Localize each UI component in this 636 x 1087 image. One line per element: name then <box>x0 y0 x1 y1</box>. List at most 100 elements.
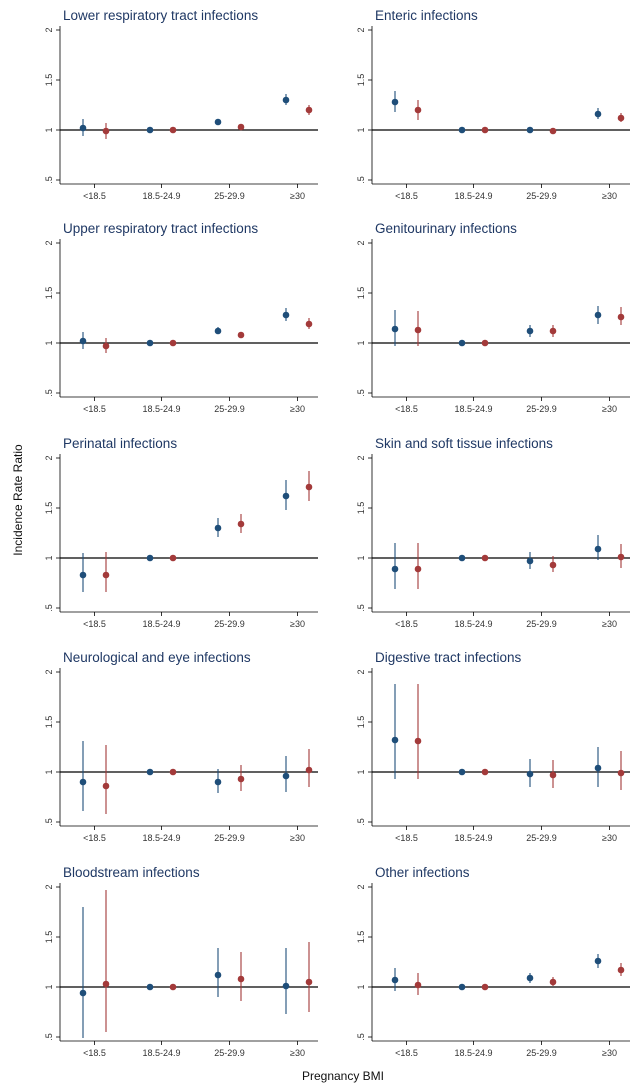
point-estimate <box>414 326 422 334</box>
panel-title: Lower respiratory tract infections <box>63 8 258 23</box>
x-tick-label: 25-29.9 <box>214 191 245 201</box>
y-tick-label: .5 <box>44 1033 54 1041</box>
point-estimate <box>237 775 245 783</box>
point-estimate <box>146 983 154 991</box>
x-tick-label: 25-29.9 <box>214 1048 245 1058</box>
y-tick-label: 2 <box>44 240 54 245</box>
point-estimate <box>391 565 399 573</box>
point-estimate <box>526 126 534 134</box>
x-tick-label: 18.5-24.9 <box>142 1048 180 1058</box>
point-estimate <box>481 768 489 776</box>
y-tick-label: .5 <box>44 604 54 612</box>
y-tick-label: .5 <box>44 818 54 826</box>
point-estimate <box>214 971 222 979</box>
point-estimate <box>305 978 313 986</box>
point-estimate <box>526 327 534 335</box>
point-estimate <box>391 325 399 333</box>
point-estimate <box>305 483 313 491</box>
x-tick-label: <18.5 <box>83 833 106 843</box>
x-tick-label: 18.5-24.9 <box>142 619 180 629</box>
y-tick-label: 1 <box>44 555 54 560</box>
point-estimate <box>594 957 602 965</box>
y-tick-label: 1 <box>44 127 54 132</box>
point-estimate <box>79 124 87 132</box>
chart-panel: Upper respiratory tract infections21.51.… <box>44 221 318 414</box>
point-estimate <box>146 554 154 562</box>
point-estimate <box>391 98 399 106</box>
point-estimate <box>102 980 110 988</box>
point-estimate <box>526 557 534 565</box>
y-tick-label: 2 <box>356 240 366 245</box>
y-tick-label: 1 <box>356 127 366 132</box>
y-tick-label: 1 <box>356 769 366 774</box>
x-tick-label: ≥30 <box>602 619 617 629</box>
chart-panel: Lower respiratory tract infections21.51.… <box>44 8 318 201</box>
y-tick-label: 2 <box>44 455 54 460</box>
y-tick-label: 1 <box>44 769 54 774</box>
y-tick-label: .5 <box>356 176 366 184</box>
y-tick-label: .5 <box>44 389 54 397</box>
y-tick-label: 2 <box>356 455 366 460</box>
point-estimate <box>146 768 154 776</box>
point-estimate <box>414 981 422 989</box>
x-tick-label: ≥30 <box>602 404 617 414</box>
panel-title: Perinatal infections <box>63 436 177 451</box>
point-estimate <box>594 545 602 553</box>
x-axis-title: Pregnancy BMI <box>302 1069 384 1083</box>
x-tick-label: <18.5 <box>83 404 106 414</box>
x-tick-label: ≥30 <box>602 1048 617 1058</box>
panel-title: Bloodstream infections <box>63 865 200 880</box>
x-tick-label: <18.5 <box>395 833 418 843</box>
x-tick-label: <18.5 <box>83 1048 106 1058</box>
point-estimate <box>79 337 87 345</box>
point-estimate <box>414 737 422 745</box>
panels-container: Lower respiratory tract infections21.51.… <box>44 8 630 1058</box>
y-tick-label: 1.5 <box>44 931 54 944</box>
y-tick-label: 1 <box>356 555 366 560</box>
x-tick-label: 18.5-24.9 <box>142 191 180 201</box>
point-estimate <box>79 571 87 579</box>
point-estimate <box>617 769 625 777</box>
point-estimate <box>305 766 313 774</box>
point-estimate <box>549 127 557 135</box>
point-estimate <box>391 976 399 984</box>
point-estimate <box>549 561 557 569</box>
y-tick-label: .5 <box>356 1033 366 1041</box>
y-tick-label: 1 <box>356 984 366 989</box>
point-estimate <box>594 110 602 118</box>
point-estimate <box>282 772 290 780</box>
point-estimate <box>458 554 466 562</box>
point-estimate <box>237 975 245 983</box>
point-estimate <box>282 96 290 104</box>
x-tick-label: 25-29.9 <box>214 619 245 629</box>
x-tick-label: 18.5-24.9 <box>454 404 492 414</box>
y-tick-label: .5 <box>356 818 366 826</box>
y-tick-label: 1.5 <box>44 287 54 300</box>
y-tick-label: 1.5 <box>356 74 366 87</box>
panel-title: Genitourinary infections <box>375 221 517 236</box>
point-estimate <box>146 126 154 134</box>
x-tick-label: 25-29.9 <box>526 404 557 414</box>
panel-title: Skin and soft tissue infections <box>375 436 553 451</box>
y-tick-label: 1.5 <box>44 716 54 729</box>
x-tick-label: <18.5 <box>395 404 418 414</box>
point-estimate <box>305 320 313 328</box>
y-tick-label: .5 <box>356 604 366 612</box>
x-tick-label: 25-29.9 <box>214 404 245 414</box>
x-tick-label: ≥30 <box>290 833 305 843</box>
y-tick-label: 2 <box>44 27 54 32</box>
y-tick-label: 1 <box>44 340 54 345</box>
point-estimate <box>617 553 625 561</box>
point-estimate <box>146 339 154 347</box>
point-estimate <box>594 311 602 319</box>
x-tick-label: ≥30 <box>290 191 305 201</box>
x-tick-label: ≥30 <box>290 1048 305 1058</box>
point-estimate <box>594 764 602 772</box>
point-estimate <box>458 339 466 347</box>
y-tick-label: 1.5 <box>44 74 54 87</box>
chart-panel: Skin and soft tissue infections21.51.5<1… <box>356 436 630 629</box>
point-estimate <box>414 106 422 114</box>
